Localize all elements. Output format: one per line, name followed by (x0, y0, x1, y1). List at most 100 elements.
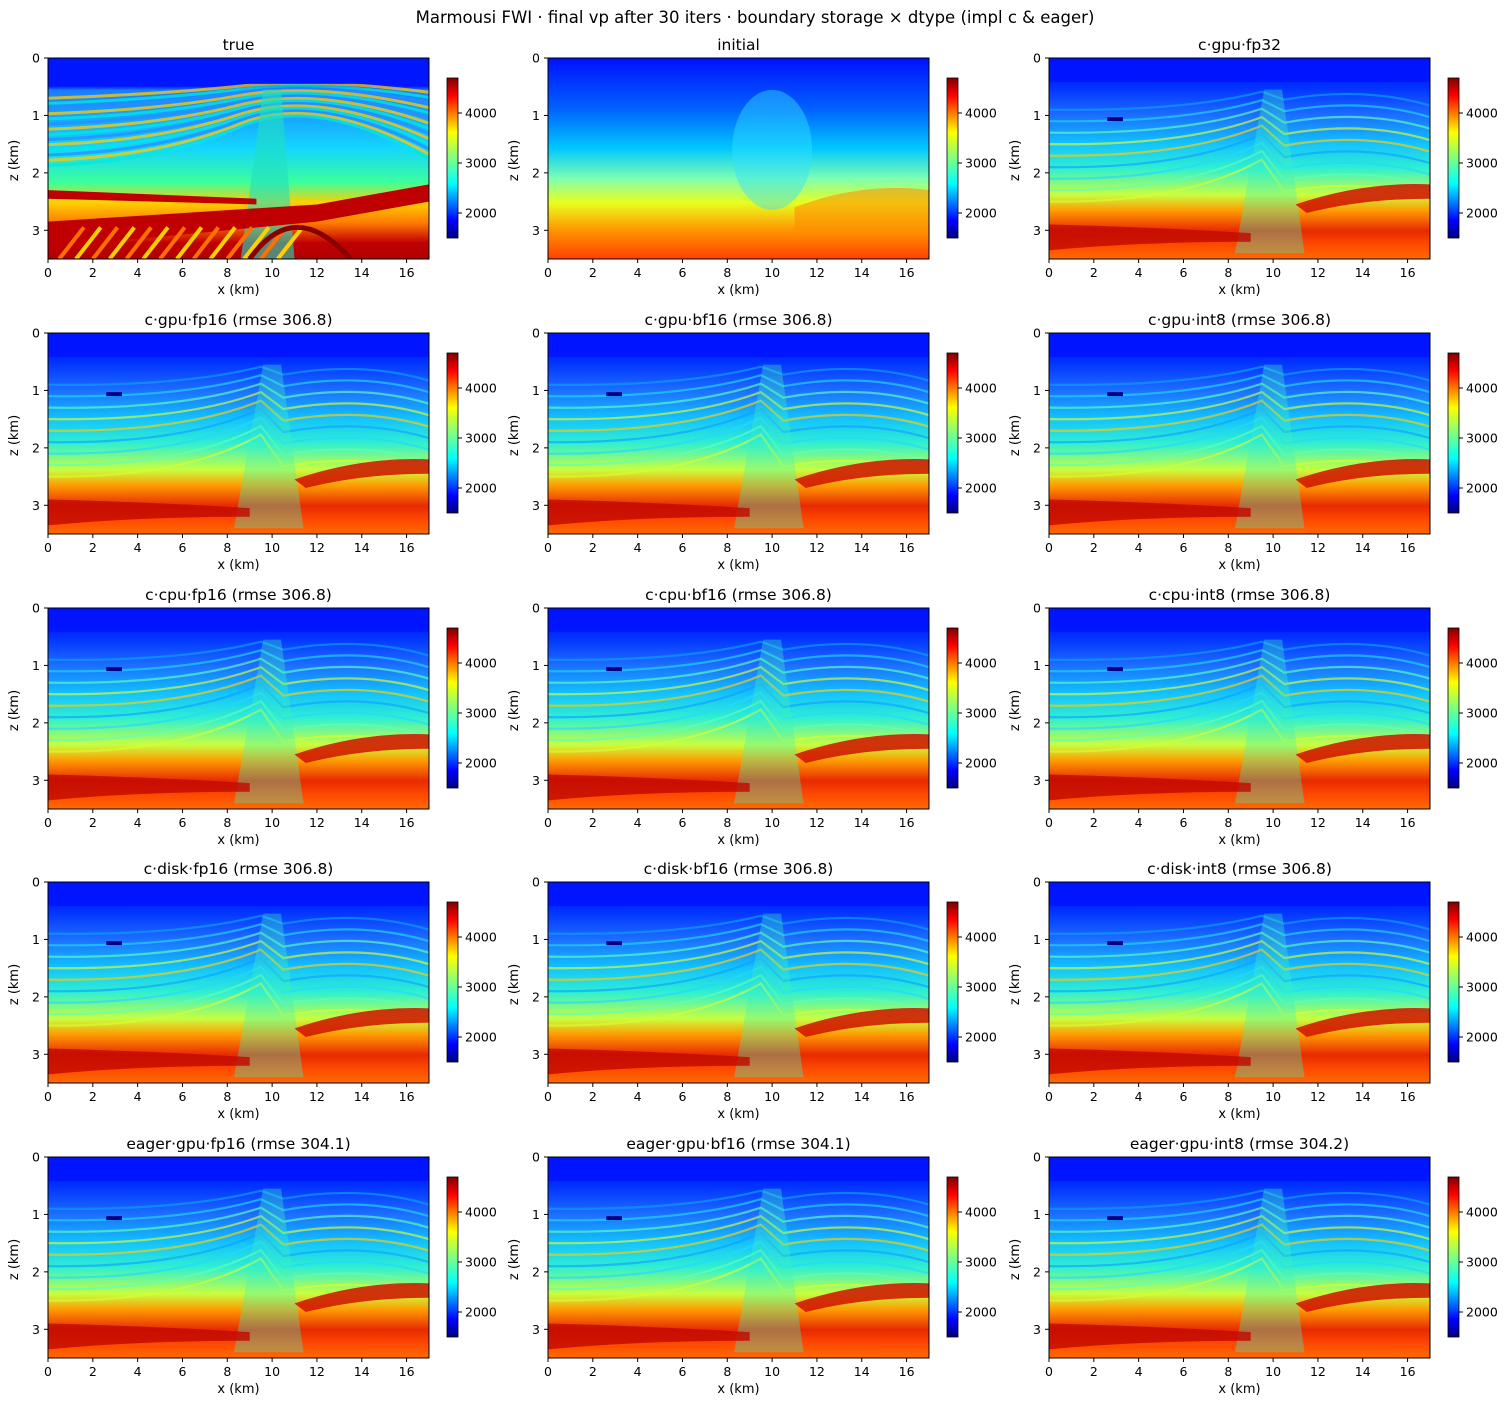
x-tick-label: 10 (764, 265, 780, 280)
plot-frame (47, 607, 430, 810)
x-tick-label: 16 (899, 265, 915, 280)
x-tick-label: 12 (809, 1089, 825, 1104)
x-tick-label: 14 (1355, 1364, 1371, 1379)
x-tick-label: 12 (1310, 1089, 1326, 1104)
x-tick-label: 14 (854, 815, 870, 830)
colorbar (446, 901, 459, 1063)
y-tick-label: 1 (1033, 108, 1041, 123)
y-tick-label: 2 (532, 715, 540, 730)
x-tick-label: 4 (1135, 540, 1143, 555)
x-tick-label: 8 (723, 815, 731, 830)
colorbar-tick-label: 2000 (465, 1030, 497, 1045)
x-tick-label: 2 (589, 815, 597, 830)
colorbar-tick-label: 3000 (465, 980, 497, 995)
velocity-image (48, 608, 429, 809)
x-tick-label: 14 (854, 540, 870, 555)
panel-title: c·cpu·bf16 (rmse 306.8) (645, 586, 832, 604)
colorbar-tick-label: 4000 (965, 381, 997, 396)
x-tick-label: 0 (544, 1089, 552, 1104)
colorbar-tick-label: 4000 (465, 1205, 497, 1220)
colorbar-tick-label: 2000 (465, 756, 497, 771)
colorbar-tick-label: 3000 (465, 431, 497, 446)
x-tick-label: 16 (399, 1089, 415, 1104)
colorbar (446, 77, 459, 239)
velocity-image (1049, 1157, 1430, 1358)
colorbar (1447, 901, 1460, 1063)
y-tick-label: 0 (532, 1150, 540, 1165)
panel: eager·gpu·int8 (rmse 304.2)0 2 4 6 8 10 12 14 16… (1008, 1135, 1498, 1397)
velocity-image (548, 1157, 929, 1358)
colorbar-tick-label: 3000 (465, 156, 497, 171)
x-tick-label: 16 (399, 540, 415, 555)
x-tick-label: 2 (1090, 1364, 1098, 1379)
panel-title: eager·gpu·int8 (rmse 304.2) (1130, 1135, 1349, 1153)
x-tick-label: 6 (178, 265, 186, 280)
x-tick-label: 8 (1224, 540, 1232, 555)
x-tick-label: 2 (589, 265, 597, 280)
x-tick-label: 12 (809, 1364, 825, 1379)
colorbar-tick-label: 4000 (465, 381, 497, 396)
panel: c·cpu·int8 (rmse 306.8)0 2 4 6 8 10 12 14 160123… (1008, 586, 1498, 848)
colorbar-tick-label: 3000 (965, 156, 997, 171)
velocity-image (548, 882, 929, 1083)
panel: c·gpu·fp16 (rmse 306.8)0 2 4 6 8 10 12 14 160123… (7, 311, 497, 573)
colorbar-tick-label: 2000 (1466, 206, 1498, 221)
x-tick-label: 14 (1355, 265, 1371, 280)
y-tick-label: 1 (1033, 1207, 1041, 1222)
x-axis-label: x (km) (217, 833, 259, 848)
x-tick-label: 10 (264, 265, 280, 280)
x-tick-label: 8 (1224, 1364, 1232, 1379)
x-tick-label: 4 (634, 815, 642, 830)
y-tick-label: 3 (532, 498, 540, 513)
panel: eager·gpu·fp16 (rmse 304.1)0 2 4 6 8 10 12 14 16… (7, 1135, 497, 1397)
x-tick-label: 10 (1265, 265, 1281, 280)
x-tick-label: 8 (1224, 265, 1232, 280)
x-tick-label: 16 (1400, 265, 1416, 280)
x-tick-label: 8 (223, 815, 231, 830)
x-tick-label: 0 (44, 1089, 52, 1104)
x-tick-label: 14 (354, 540, 370, 555)
x-tick-label: 6 (678, 1089, 686, 1104)
x-tick-label: 12 (1310, 540, 1326, 555)
colorbar-tick-label: 2000 (465, 481, 497, 496)
y-tick-label: 2 (1033, 1264, 1041, 1279)
colorbar (946, 352, 959, 514)
x-tick-label: 12 (309, 540, 325, 555)
y-tick-label: 2 (1033, 989, 1041, 1004)
y-tick-label: 0 (32, 1150, 40, 1165)
panel: c·cpu·bf16 (rmse 306.8)0 2 4 6 8 10 12 14 160123… (507, 586, 997, 848)
x-tick-label: 14 (354, 1089, 370, 1104)
x-tick-label: 0 (44, 265, 52, 280)
x-tick-label: 6 (178, 540, 186, 555)
panel-title: c·disk·fp16 (rmse 306.8) (144, 860, 334, 878)
x-tick-label: 8 (223, 265, 231, 280)
velocity-image (48, 882, 429, 1083)
panel-title: c·cpu·int8 (rmse 306.8) (1149, 586, 1331, 604)
colorbar-tick-label: 2000 (965, 756, 997, 771)
y-tick-label: 1 (1033, 932, 1041, 947)
y-tick-label: 3 (532, 773, 540, 788)
colorbar-tick-label: 2000 (1466, 1030, 1498, 1045)
y-tick-label: 2 (532, 989, 540, 1004)
colorbar-tick-label: 2000 (465, 206, 497, 221)
y-tick-label: 3 (1033, 223, 1041, 238)
y-axis-label: z (km) (1008, 690, 1023, 731)
panel-title: c·gpu·int8 (rmse 306.8) (1148, 311, 1331, 329)
x-tick-label: 4 (134, 265, 142, 280)
x-tick-label: 2 (1090, 265, 1098, 280)
colorbar-tick-label: 3000 (965, 980, 997, 995)
plot-frame (47, 57, 430, 260)
colorbar-tick-label: 4000 (965, 656, 997, 671)
x-tick-label: 4 (1135, 1364, 1143, 1379)
x-axis-label: x (km) (717, 283, 759, 298)
y-tick-label: 1 (32, 108, 40, 123)
x-tick-label: 10 (1265, 1364, 1281, 1379)
y-tick-label: 1 (532, 658, 540, 673)
x-tick-label: 10 (264, 540, 280, 555)
x-tick-label: 0 (1045, 540, 1053, 555)
x-tick-label: 14 (354, 265, 370, 280)
y-tick-label: 0 (532, 51, 540, 66)
y-tick-label: 1 (1033, 658, 1041, 673)
x-tick-label: 4 (1135, 265, 1143, 280)
